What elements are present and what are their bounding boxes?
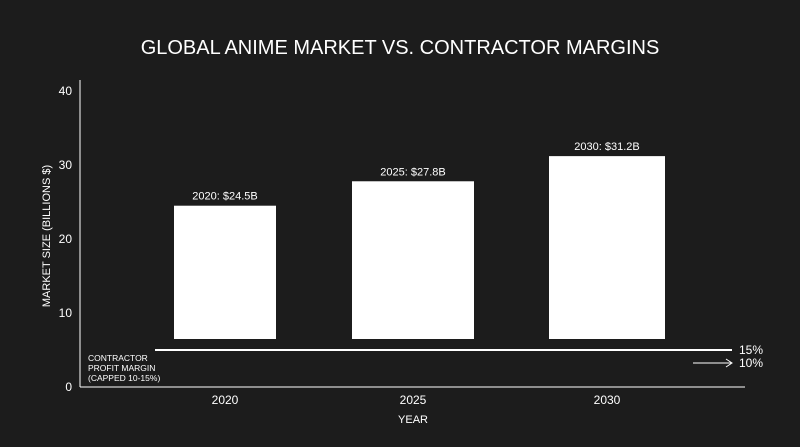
y-tick-label: 20 [59, 232, 73, 246]
x-tick-label: 2020 [212, 393, 239, 407]
bars: 2020: $24.5B 2025: $27.8B 2030: $31.2B [174, 141, 665, 339]
x-axis-label: YEAR [398, 414, 428, 426]
bar [352, 181, 474, 339]
margin-annotation: CONTRACTOR PROFIT MARGIN (CAPPED 10-15%)… [88, 343, 763, 383]
x-tick-label: 2030 [594, 393, 621, 407]
margin-note-line-3: (CAPPED 10-15%) [88, 373, 160, 383]
bar [549, 156, 665, 339]
margin-note-line-2: PROFIT MARGIN [88, 363, 155, 373]
bar-data-label: 2025: $27.8B [380, 166, 445, 178]
margin-lower-label: 10% [739, 356, 763, 370]
x-tick-label: 2025 [400, 393, 427, 407]
bar [174, 205, 276, 339]
bar-data-label: 2020: $24.5B [192, 191, 257, 203]
y-tick-labels: 0 10 20 30 40 [59, 84, 73, 394]
bar-data-label: 2030: $31.2B [574, 141, 639, 153]
y-tick-label: 10 [59, 306, 73, 320]
y-tick-label: 40 [59, 84, 73, 98]
margin-arrow-head [725, 358, 733, 368]
y-tick-label: 0 [65, 380, 72, 394]
y-tick-label: 30 [59, 158, 73, 172]
y-axis-label: MARKET SIZE (BILLIONS $) [41, 165, 53, 307]
margin-upper-label: 15% [739, 343, 763, 357]
margin-note-line-1: CONTRACTOR [88, 353, 148, 363]
chart-title: GLOBAL ANIME MARKET VS. CONTRACTOR MARGI… [141, 37, 660, 59]
x-tick-labels: 2020 2025 2030 [212, 393, 621, 407]
